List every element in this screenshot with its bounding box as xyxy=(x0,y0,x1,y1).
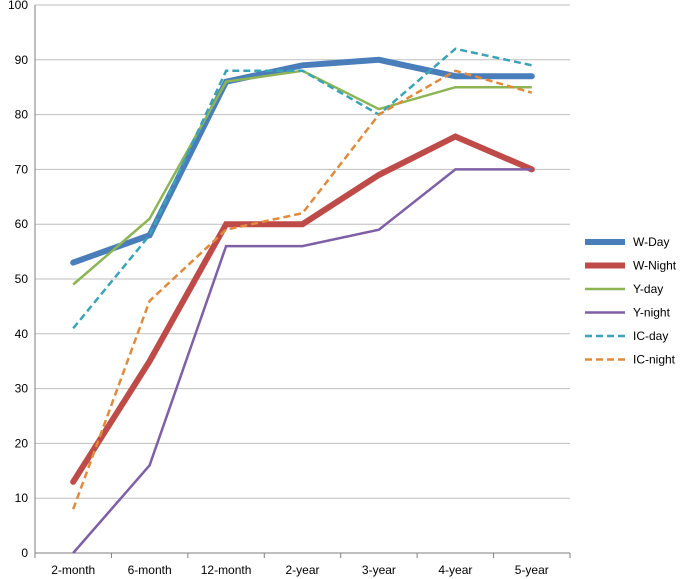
y-tick-label: 80 xyxy=(15,108,29,122)
series-line-ic-night xyxy=(72,69,533,510)
y-tick-label: 20 xyxy=(15,436,29,450)
y-tick-label: 40 xyxy=(15,327,29,341)
legend-label: Y-night xyxy=(633,306,671,320)
y-tick-label: 30 xyxy=(15,382,29,396)
legend-label: W-Day xyxy=(633,235,669,249)
axes: 0 10 20 30 40 50 60 70 80 90 100 2-month 6-month 12-m… xyxy=(8,0,571,577)
series-line-w-day xyxy=(70,56,535,266)
x-tick-label: 6-month xyxy=(128,563,172,577)
y-tick-label: 100 xyxy=(8,0,28,12)
series-lines xyxy=(70,47,535,554)
y-tick-label: 50 xyxy=(15,272,29,286)
legend-label: Y-day xyxy=(633,282,663,296)
y-tick-label: 90 xyxy=(15,53,29,67)
y-tick-label: 70 xyxy=(15,162,29,176)
series-line-w-night xyxy=(70,133,535,485)
x-tick-label: 2-year xyxy=(285,563,319,577)
legend-label: IC-night xyxy=(633,353,676,367)
x-tick-label: 5-year xyxy=(515,563,549,577)
series-line-y-day xyxy=(72,69,532,286)
legend-label: IC-day xyxy=(633,329,668,343)
legend-label: W-Night xyxy=(633,259,677,273)
x-tick-label: 12-month xyxy=(201,563,252,577)
legend: W-Day W-Night Y-day Y-night IC-day IC-night xyxy=(585,235,677,367)
y-tick-label: 10 xyxy=(15,491,29,505)
y-tick-label: 60 xyxy=(15,217,29,231)
series-line-ic-day xyxy=(72,47,533,330)
y-tick-label: 0 xyxy=(21,546,28,560)
x-tick-label: 4-year xyxy=(438,563,472,577)
x-tick-label: 3-year xyxy=(362,563,396,577)
x-tick-label: 2-month xyxy=(51,563,95,577)
series-line-y-night xyxy=(72,168,532,554)
